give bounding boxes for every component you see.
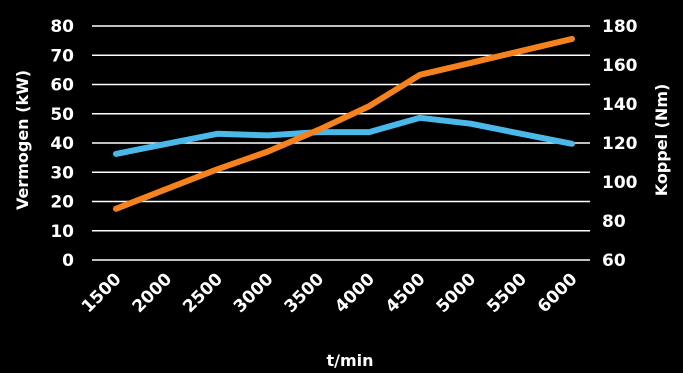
series-line-1 bbox=[113, 35, 575, 212]
x-tick-2: 2500 bbox=[179, 269, 227, 317]
y-left-tick-8: 80 bbox=[50, 17, 74, 37]
y-axis-right-title: Koppel (Nm) bbox=[652, 84, 671, 197]
y-left-tick-5: 50 bbox=[50, 105, 74, 125]
x-tick-9: 6000 bbox=[534, 269, 582, 317]
y-left-tick-1: 10 bbox=[50, 222, 74, 242]
x-axis-title: t/min bbox=[326, 351, 373, 370]
x-tick-5: 4000 bbox=[331, 269, 379, 317]
y-right-tick-6: 180 bbox=[602, 17, 638, 37]
y-right-tick-3: 120 bbox=[602, 134, 638, 154]
y-right-tick-4: 140 bbox=[602, 95, 638, 115]
y-left-tick-7: 70 bbox=[50, 46, 74, 66]
y-left-tick-4: 40 bbox=[50, 134, 74, 154]
y-right-tick-2: 100 bbox=[602, 173, 638, 193]
x-tick-8: 5500 bbox=[483, 269, 531, 317]
y-left-tick-6: 60 bbox=[50, 76, 74, 96]
right-axis-ticks: 60 80 100 120 140 160 180 bbox=[602, 17, 638, 271]
x-tick-0: 1500 bbox=[78, 269, 126, 317]
series-line-0 bbox=[113, 114, 575, 157]
x-tick-1: 2000 bbox=[129, 269, 177, 317]
x-tick-3: 3000 bbox=[230, 269, 278, 317]
series-lines bbox=[113, 35, 575, 212]
y-right-tick-5: 160 bbox=[602, 56, 638, 76]
y-axis-left-title: Vermogen (kW) bbox=[13, 70, 32, 210]
y-right-tick-1: 80 bbox=[602, 212, 626, 232]
x-tick-6: 4500 bbox=[382, 269, 430, 317]
y-left-tick-3: 30 bbox=[50, 163, 74, 183]
y-right-tick-0: 60 bbox=[602, 251, 626, 271]
x-tick-7: 5000 bbox=[433, 269, 481, 317]
left-axis-ticks: 0 10 20 30 40 50 60 70 80 bbox=[50, 17, 74, 271]
x-axis-ticks: 1500 2000 2500 3000 3500 4000 4500 5000 5500 6000 bbox=[78, 269, 582, 317]
y-left-tick-2: 20 bbox=[50, 193, 74, 213]
y-left-tick-0: 0 bbox=[62, 251, 74, 271]
x-tick-4: 3500 bbox=[281, 269, 329, 317]
